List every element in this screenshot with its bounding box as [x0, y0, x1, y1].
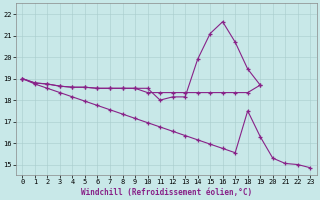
- X-axis label: Windchill (Refroidissement éolien,°C): Windchill (Refroidissement éolien,°C): [81, 188, 252, 197]
